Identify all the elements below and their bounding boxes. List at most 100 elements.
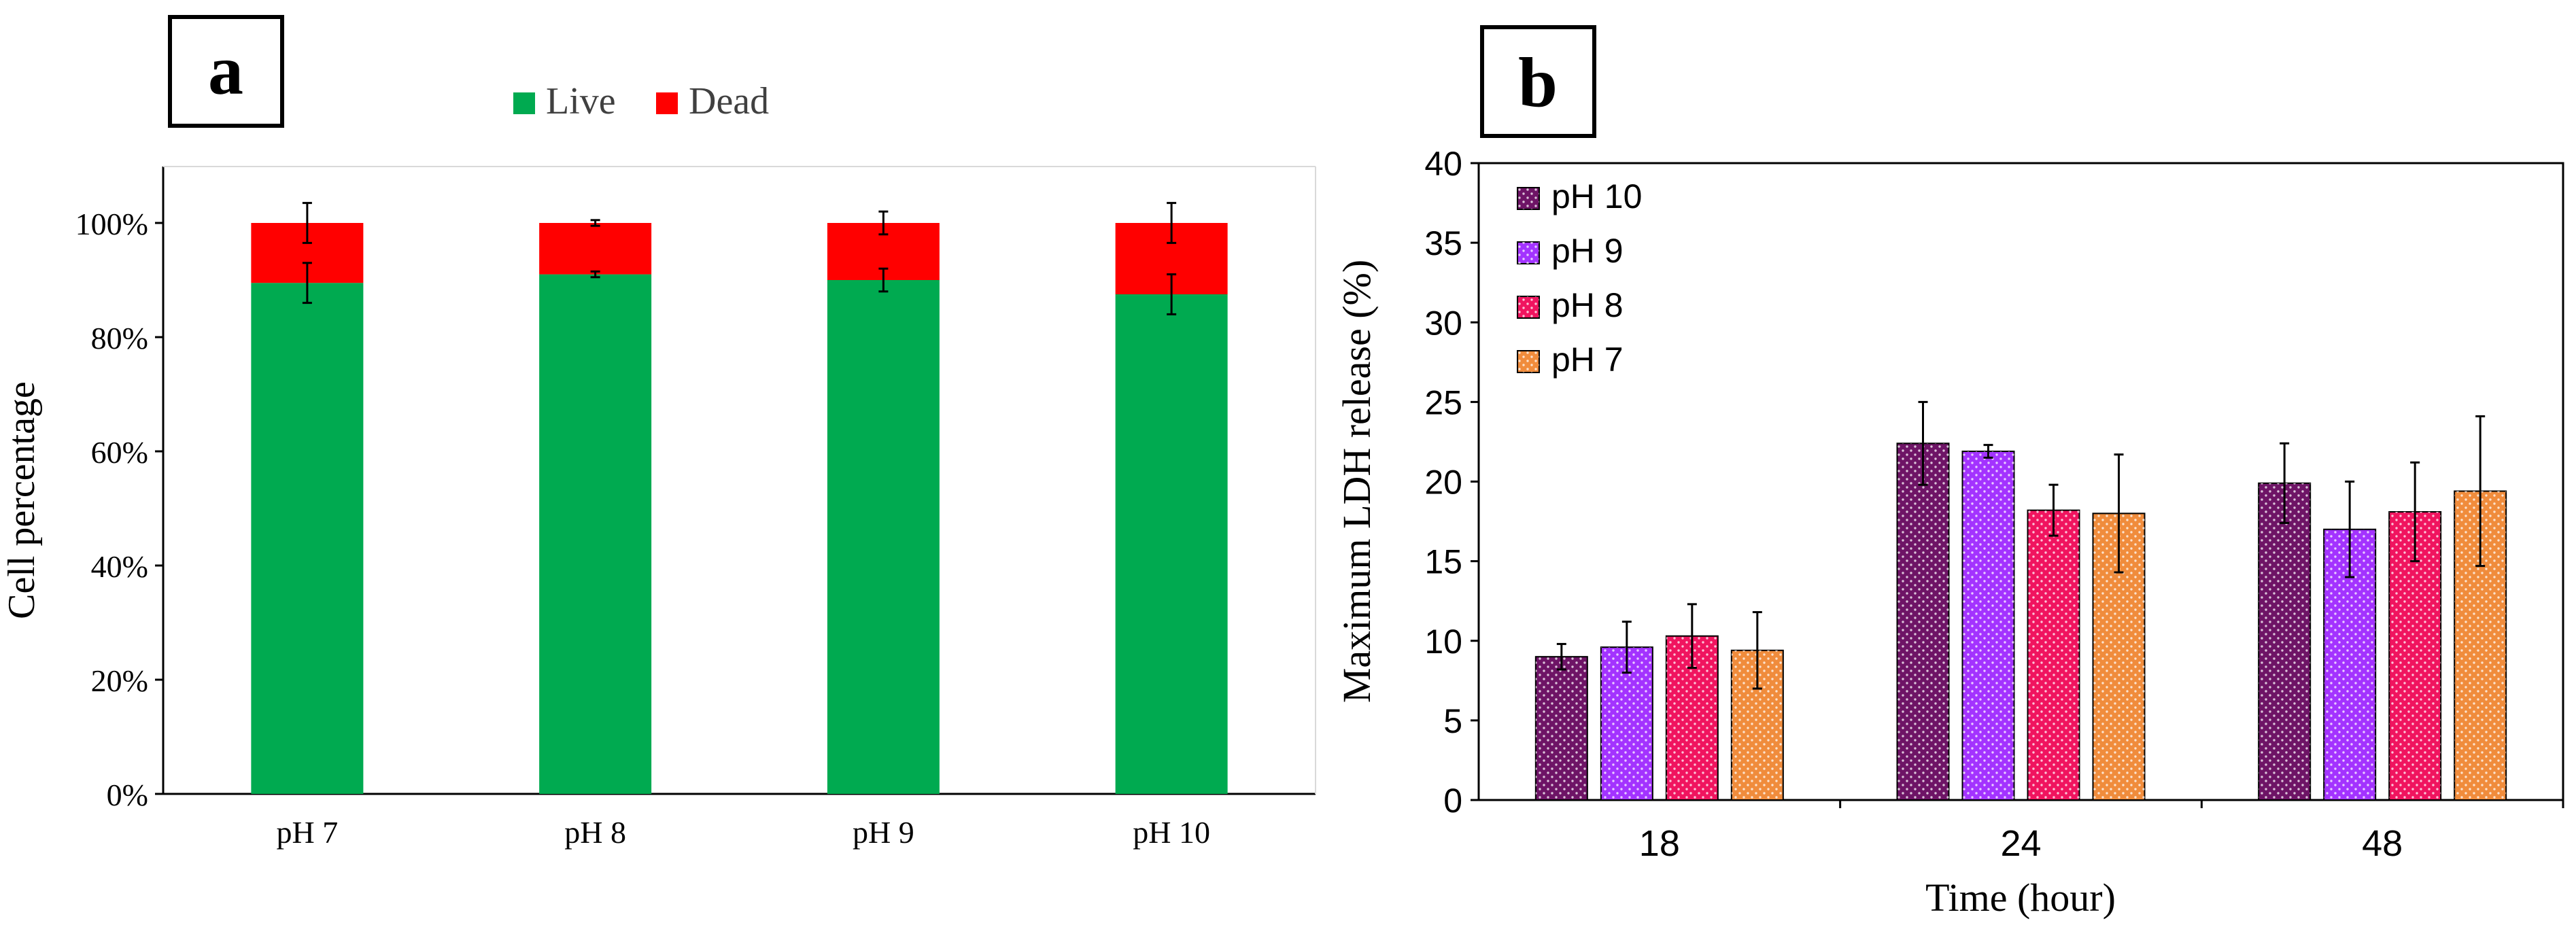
bar-b-ph7 — [1730, 611, 1784, 801]
y-tick-label-a: 80% — [91, 321, 148, 355]
bar-b-ph10-pattern — [1535, 657, 1587, 800]
y-tick-label-a: 60% — [91, 435, 148, 470]
y-tick-label-a: 20% — [91, 663, 148, 698]
error-bar-b — [2345, 481, 2355, 578]
error-bar-b — [2114, 453, 2124, 574]
x-tick-label-b: 24 — [2000, 823, 2041, 864]
error-bar-b — [2280, 442, 2290, 524]
error-bar-a-live — [590, 270, 600, 279]
bars-a — [251, 202, 1228, 795]
bar-stack-a-1 — [539, 219, 652, 795]
bar-b-ph10 — [2258, 442, 2312, 801]
legend-a-swatch-dead — [656, 92, 678, 114]
y-axis-label-b: Maximum LDH release (%) — [1335, 260, 1379, 703]
error-bar-a-dead — [302, 202, 312, 244]
y-ticks-b: 0 5 10 15 20 25 30 35 40 — [1424, 145, 1479, 820]
bar-group-b-0 — [1534, 603, 1784, 801]
bar-a-live — [539, 274, 652, 795]
y-axis-label-a: Cell percentage — [1, 381, 43, 619]
error-bar-b — [1556, 642, 1566, 671]
legend-b-ph7-label: pH 7 — [1551, 341, 1624, 379]
error-bar-b — [1621, 621, 1632, 674]
x-ticks-a: pH 7 pH 8 pH 9 pH 10 — [277, 815, 1210, 850]
legend-b-ph9-swatch-pattern — [1517, 242, 1539, 264]
legend-b: pH 10 pH 9 pH 8 pH 7 — [1517, 177, 1642, 379]
error-bar-b — [1983, 444, 1993, 459]
bar-b-ph10 — [1534, 642, 1588, 801]
bar-stack-a-0 — [251, 202, 364, 794]
x-tick-label-b: 48 — [2362, 823, 2403, 864]
y-tick-label-b: 30 — [1424, 304, 1462, 342]
bar-b-ph8 — [2388, 461, 2442, 801]
error-bar-a-dead — [878, 210, 889, 236]
y-tick-label-b: 10 — [1424, 623, 1462, 661]
legend-a: Live Dead — [513, 80, 769, 122]
x-tick-label-a: pH 8 — [564, 815, 626, 850]
y-tick-label-b: 15 — [1424, 543, 1462, 581]
x-tick-label-a: pH 9 — [853, 815, 914, 850]
y-tick-label-b: 0 — [1443, 782, 1462, 820]
error-bar-a-dead — [590, 219, 600, 227]
y-ticks-a: 0% 20% 40% 60% 80% 100% — [75, 207, 163, 812]
x-ticks-b: 18 24 48 — [1639, 800, 2564, 864]
error-bar-a-live — [302, 262, 312, 305]
x-tick-label-a: pH 10 — [1133, 815, 1210, 850]
legend-b-ph8-label: pH 8 — [1551, 286, 1624, 324]
legend-b-ph10-label: pH 10 — [1551, 177, 1642, 215]
legend-b-ph8-swatch-pattern — [1517, 296, 1539, 318]
legend-a-label-dead: Dead — [689, 80, 769, 122]
bar-b-ph9 — [1600, 621, 1653, 801]
x-axis-label-b: Time (hour) — [1925, 875, 2116, 920]
bar-group-b-1 — [1896, 400, 2146, 801]
error-bar-b — [2410, 461, 2420, 563]
error-bar-b — [2048, 483, 2059, 537]
error-bar-b — [1752, 611, 1762, 690]
y-tick-label-a: 100% — [75, 207, 148, 241]
error-bar-b — [1918, 400, 1928, 486]
legend-b-ph7: pH 7 — [1517, 341, 1624, 379]
legend-b-ph9-label: pH 9 — [1551, 232, 1624, 270]
y-tick-label-a: 40% — [91, 549, 148, 584]
bar-b-ph10 — [1896, 400, 1950, 801]
error-bar-b — [2475, 415, 2486, 568]
bar-a-live — [251, 283, 364, 794]
panel-a-label: a — [208, 31, 243, 109]
legend-b-ph7-swatch-pattern — [1517, 351, 1539, 372]
error-bar-a-dead — [1167, 202, 1177, 244]
legend-b-ph9: pH 9 — [1517, 232, 1624, 270]
legend-a-swatch-live — [513, 92, 535, 114]
panel-b-label-box — [1480, 25, 1596, 138]
bar-a-live — [1115, 294, 1228, 794]
y-tick-label-b: 20 — [1424, 464, 1462, 502]
bar-b-ph9 — [1961, 444, 2015, 801]
bar-b-ph10-pattern — [2259, 483, 2311, 800]
bar-b-ph8 — [1665, 603, 1719, 801]
panel-a-label-box — [168, 15, 284, 128]
legend-b-ph10: pH 10 — [1517, 177, 1642, 215]
x-tick-label-a: pH 7 — [277, 815, 339, 850]
legend-b-ph8: pH 8 — [1517, 286, 1624, 324]
bar-b-ph9 — [2323, 481, 2377, 801]
y-tick-label-b: 40 — [1424, 145, 1462, 183]
panel-b-label: b — [1518, 44, 1558, 122]
y-tick-label-b: 25 — [1424, 383, 1462, 421]
x-tick-label-b: 18 — [1639, 823, 1680, 864]
bar-group-b-2 — [2258, 415, 2507, 801]
bar-a-live — [827, 280, 940, 794]
error-bar-a-live — [878, 267, 889, 293]
y-tick-label-b: 5 — [1443, 702, 1462, 740]
error-bar-a-live — [1167, 273, 1177, 315]
bar-b-ph7 — [2454, 415, 2507, 801]
bar-b-ph9-pattern — [1962, 451, 2014, 800]
y-tick-label-b: 35 — [1424, 224, 1462, 262]
bar-b-ph7 — [2092, 453, 2146, 801]
legend-a-label-live: Live — [546, 80, 616, 122]
bar-stack-a-3 — [1115, 202, 1228, 794]
bar-b-ph8-pattern — [2027, 510, 2080, 800]
bar-b-ph8 — [2027, 483, 2080, 801]
bar-stack-a-2 — [827, 210, 940, 794]
bar-a-dead — [539, 223, 652, 275]
error-bar-b — [1687, 603, 1697, 670]
